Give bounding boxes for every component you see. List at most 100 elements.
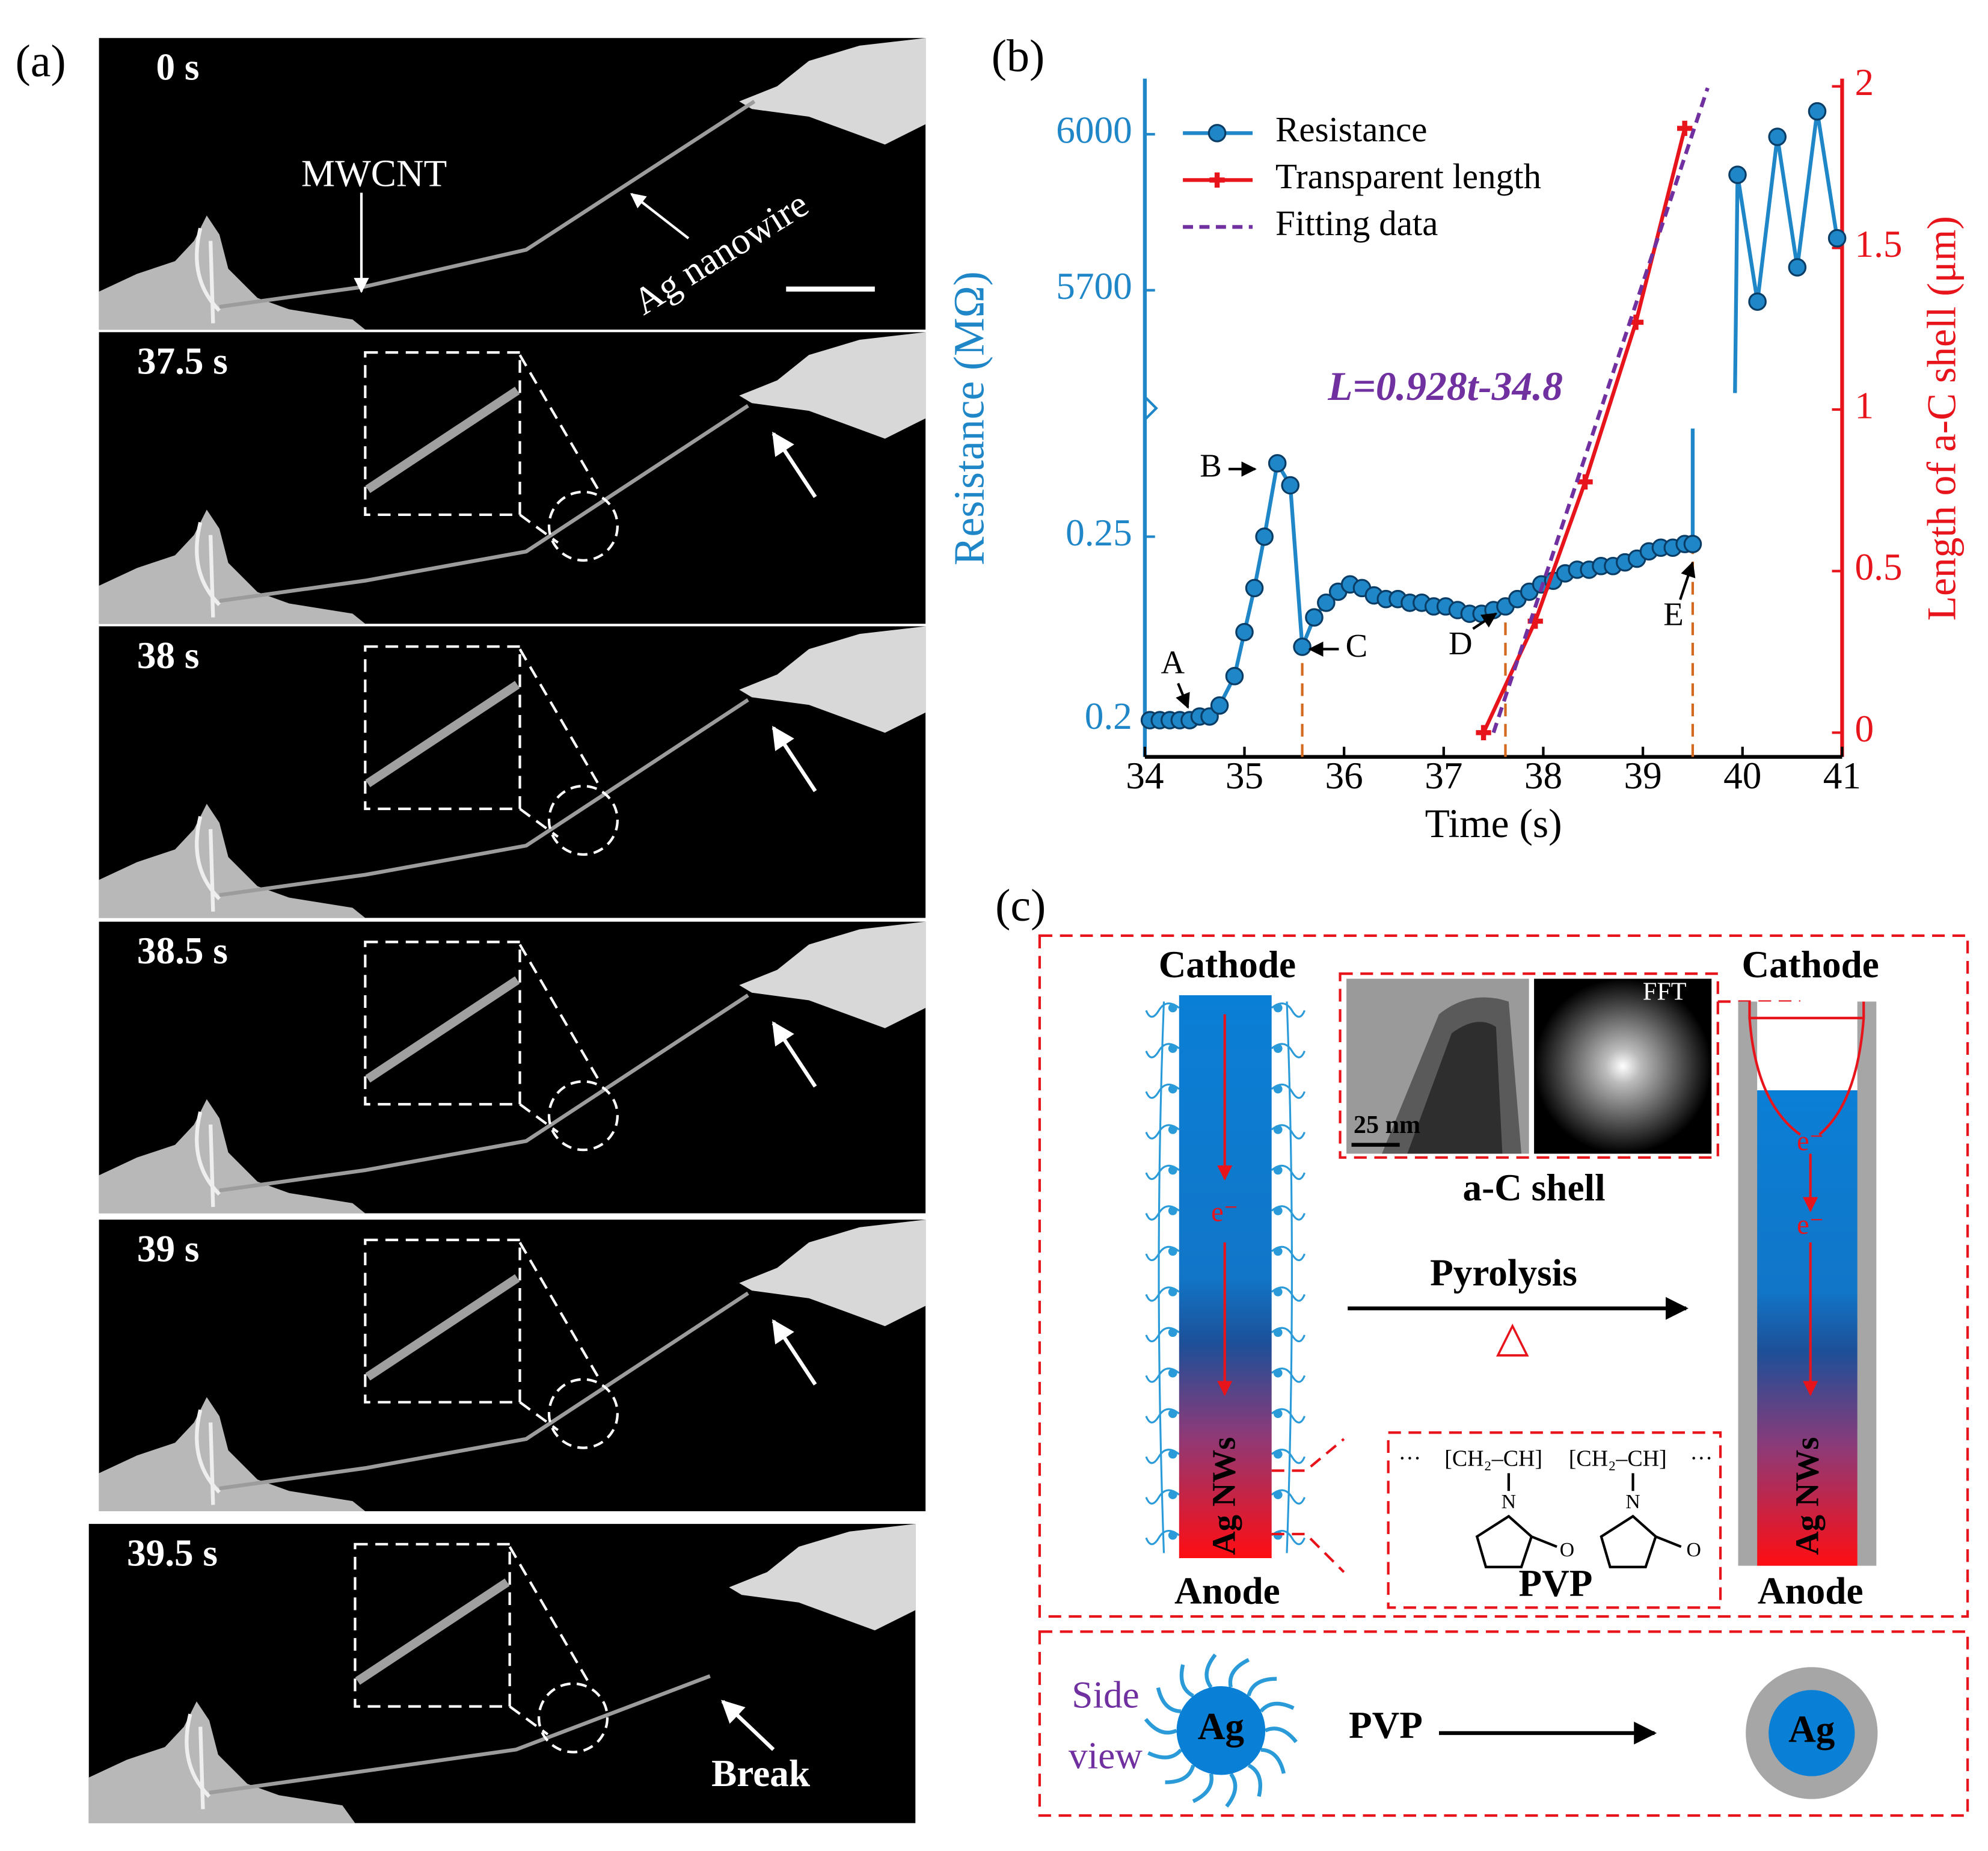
dash-line bbox=[518, 648, 603, 790]
mwcnt-label: MWCNT bbox=[301, 153, 447, 195]
time-label: 39 s bbox=[137, 1227, 200, 1269]
dash-line bbox=[518, 944, 603, 1085]
pvp-chain bbox=[1158, 1001, 1293, 1553]
pvp-dot bbox=[1168, 1125, 1177, 1134]
fft-label: FFT bbox=[1643, 978, 1687, 1006]
chain-end: ··· bbox=[1690, 1446, 1713, 1471]
nanowire bbox=[219, 1291, 749, 1491]
pvp-tail bbox=[1264, 1727, 1298, 1743]
electron: e⁻ bbox=[1797, 1126, 1824, 1156]
zoom-circle bbox=[538, 1682, 609, 1754]
ag-core bbox=[1176, 1686, 1266, 1775]
nanowire bbox=[219, 100, 756, 309]
frame bbox=[1038, 934, 1969, 1618]
probe-tip bbox=[739, 332, 926, 439]
atom: N bbox=[1502, 1491, 1516, 1513]
annotation-arrow bbox=[1472, 612, 1497, 630]
x-tick-label: 36 bbox=[1325, 755, 1363, 797]
probe-tip bbox=[739, 38, 926, 145]
dash-line bbox=[509, 1705, 549, 1736]
shell-label: a-C shell bbox=[1463, 1167, 1606, 1209]
inset-wire bbox=[365, 1274, 520, 1381]
time-label: 39.5 s bbox=[127, 1532, 218, 1574]
probe-tip bbox=[739, 626, 926, 733]
ag-core bbox=[1769, 1690, 1855, 1776]
series-line bbox=[1482, 127, 1687, 734]
x-tick-label: 38 bbox=[1524, 755, 1562, 797]
tem-frame: 39 s bbox=[99, 1220, 926, 1511]
flow bbox=[1748, 1001, 1865, 1136]
marker-shape bbox=[1577, 474, 1593, 490]
marker bbox=[1317, 594, 1336, 612]
zoom-circle bbox=[547, 1080, 619, 1152]
scale-label: 25 nm bbox=[1354, 1111, 1420, 1139]
nanowire bbox=[1757, 1090, 1858, 1566]
x-tick-label: 35 bbox=[1226, 755, 1263, 797]
time-label: 38.5 s bbox=[137, 930, 228, 972]
pvp-dot bbox=[1168, 1003, 1177, 1013]
tem-frame: 37.5 s bbox=[99, 332, 926, 624]
pvp-dot bbox=[1273, 1044, 1283, 1053]
time-label: 38 s bbox=[137, 634, 200, 677]
pvp-dot bbox=[1273, 1490, 1283, 1499]
nanowire bbox=[209, 1674, 711, 1795]
legend-label: Fitting data bbox=[1275, 203, 1438, 243]
marker bbox=[1748, 292, 1767, 311]
pvp-chains bbox=[1145, 1001, 1305, 1553]
probe-tip bbox=[729, 1524, 916, 1631]
chain-unit: [CH₂–CH] bbox=[1569, 1446, 1667, 1471]
pvp-dot bbox=[1273, 1409, 1283, 1419]
arrow bbox=[772, 1319, 817, 1386]
marker bbox=[1683, 535, 1702, 553]
y-axis-label: Resistance (MΩ) bbox=[945, 271, 993, 565]
arrow bbox=[630, 192, 690, 240]
dash-line bbox=[519, 1103, 559, 1134]
dash-line bbox=[519, 808, 559, 838]
marker bbox=[1577, 474, 1593, 490]
substrate bbox=[99, 803, 366, 918]
inset-wire bbox=[365, 681, 520, 788]
ag-label: Ag bbox=[1788, 1708, 1835, 1750]
pvp-dot bbox=[1168, 1287, 1177, 1297]
marker bbox=[1808, 102, 1827, 121]
time-label: 0 s bbox=[156, 46, 199, 88]
marker bbox=[1210, 696, 1229, 715]
pvp-dot bbox=[1273, 1287, 1283, 1297]
substrate-streak bbox=[195, 815, 221, 912]
substrate-streak bbox=[195, 1409, 221, 1505]
y-tick-label: 0.2 bbox=[1085, 695, 1132, 737]
panel-label: (a) bbox=[15, 36, 66, 87]
panel-label: (c) bbox=[995, 880, 1046, 931]
frame bbox=[1339, 972, 1719, 1159]
zoom-circle bbox=[547, 490, 619, 562]
marker bbox=[1827, 229, 1847, 248]
annotation: C bbox=[1346, 627, 1368, 664]
marker bbox=[1788, 258, 1807, 277]
marker-shape bbox=[1677, 120, 1693, 137]
pvp-dot bbox=[1168, 1409, 1177, 1419]
time-label: 37.5 s bbox=[137, 340, 228, 382]
annotation-arrow bbox=[1679, 561, 1696, 600]
pvp-label: PVP bbox=[1349, 1704, 1423, 1746]
x-tick-label: 34 bbox=[1126, 755, 1164, 797]
heat: △ bbox=[1496, 1313, 1530, 1361]
series-line bbox=[1735, 111, 1839, 302]
marker bbox=[1305, 608, 1324, 627]
pvp-dot bbox=[1273, 1206, 1283, 1215]
y-tick-label: 5700 bbox=[1056, 265, 1132, 307]
tem-core bbox=[1407, 1022, 1503, 1154]
connector bbox=[1271, 1438, 1345, 1573]
pvp-tails bbox=[1144, 1653, 1298, 1808]
anode: Anode bbox=[1174, 1570, 1280, 1612]
legend-label: Transparent length bbox=[1275, 156, 1541, 196]
inset-box bbox=[354, 1542, 511, 1708]
marker bbox=[1293, 637, 1312, 656]
electron: e⁻ bbox=[1797, 1209, 1824, 1240]
substrate-streak bbox=[195, 521, 221, 618]
annotation: E bbox=[1663, 595, 1683, 632]
void bbox=[1757, 1001, 1858, 1091]
marker bbox=[1225, 667, 1244, 686]
pvp-tail bbox=[1156, 1687, 1182, 1713]
